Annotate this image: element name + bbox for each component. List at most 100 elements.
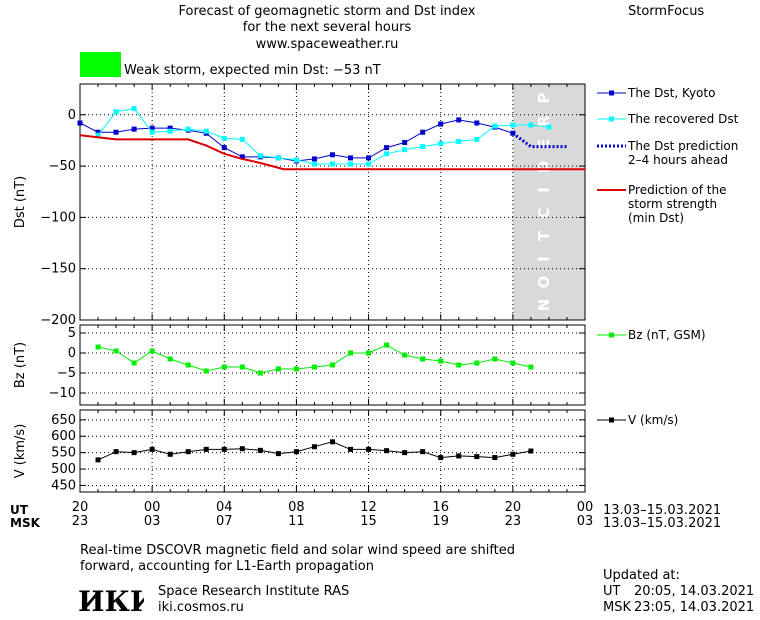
data-point <box>366 350 372 356</box>
y-tick-label: 5 <box>68 326 76 341</box>
y-tick-label: −5 <box>57 366 76 381</box>
y-tick-label: 600 <box>51 429 76 444</box>
legend-label: Prediction of the <box>628 183 727 197</box>
data-point <box>167 356 173 362</box>
data-point <box>402 450 408 456</box>
y-axis-label-dst: Dst (nT) <box>13 176 28 228</box>
data-point <box>474 136 480 142</box>
data-point <box>185 449 191 455</box>
data-point <box>167 451 173 457</box>
data-point <box>456 453 462 459</box>
prediction-band-letter: R <box>535 115 553 127</box>
footer-note-line1: Real-time DSCOVR magnetic field and sola… <box>80 543 516 558</box>
y-tick-label: 550 <box>51 446 76 461</box>
data-point <box>149 125 155 131</box>
date-range-ut: 13.03–15.03.2021 <box>603 503 722 518</box>
prediction-band-letter: I <box>535 187 553 193</box>
data-point <box>311 364 317 370</box>
data-point <box>293 157 299 163</box>
y-tick-label: 0 <box>68 346 76 361</box>
y-tick-label: −10 <box>49 386 76 401</box>
footer-note-line2: forward, accounting for L1-Earth propaga… <box>80 559 374 574</box>
legend-marker <box>609 332 614 338</box>
data-point <box>113 449 119 455</box>
data-point <box>546 124 552 130</box>
msk-tick-label: 23 <box>71 514 89 529</box>
msk-tick-label: 23 <box>504 514 522 529</box>
data-point <box>492 123 498 129</box>
source-url: www.spaceweather.ru <box>255 37 399 52</box>
legend-marker <box>609 90 614 96</box>
data-point <box>402 139 408 145</box>
chart-title-line1: Forecast of geomagnetic storm and Dst in… <box>178 4 476 19</box>
data-point <box>293 449 299 455</box>
data-point <box>420 144 426 150</box>
y-tick-label: 500 <box>51 462 76 477</box>
data-point <box>330 161 335 167</box>
data-point <box>203 128 209 134</box>
prediction-band-rect <box>512 84 585 320</box>
prediction-band: PR E D I C T I ON <box>512 84 585 320</box>
y-axis-label-bz: Bz (nT) <box>13 342 28 388</box>
updated-ut-value: 20:05, 14.03.2021 <box>634 584 755 599</box>
data-point <box>456 117 462 123</box>
data-point <box>474 454 480 460</box>
data-point <box>167 128 173 134</box>
y-tick-label: −200 <box>40 313 76 328</box>
data-point <box>95 344 101 350</box>
data-point <box>384 145 390 151</box>
series-line-dst-2 <box>512 132 567 149</box>
data-point <box>366 155 372 161</box>
legend-label: The Dst, Kyoto <box>627 86 715 100</box>
data-point <box>510 451 516 457</box>
ut-tick-label: 20 <box>504 500 522 515</box>
data-point <box>221 446 227 452</box>
institute-site[interactable]: iki.cosmos.ru <box>158 600 244 615</box>
legend-marker <box>609 116 614 122</box>
data-point <box>257 447 263 453</box>
data-point <box>77 120 83 126</box>
iki-logo: ИКИ <box>78 585 156 618</box>
ut-tick-label: 20 <box>71 500 89 515</box>
data-point <box>203 368 209 374</box>
data-point <box>402 352 408 358</box>
updated-msk-label: MSK <box>603 600 631 615</box>
updated-ut-label: UT <box>603 584 621 599</box>
data-point <box>131 126 137 132</box>
data-point <box>330 362 335 368</box>
data-point <box>492 356 498 362</box>
data-point <box>348 446 354 452</box>
prediction-band-letter: D <box>535 161 553 173</box>
logo-text: ИКИ <box>78 587 144 615</box>
msk-tick-label: 19 <box>432 514 449 529</box>
data-point <box>384 151 390 157</box>
legend-marker <box>609 417 614 423</box>
data-point <box>113 348 119 354</box>
data-point <box>420 129 426 135</box>
data-point <box>510 122 516 128</box>
series-line-dst-3 <box>79 134 585 171</box>
msk-tick-label: 07 <box>216 514 233 529</box>
msk-tick-label: 03 <box>576 514 594 529</box>
data-point <box>528 448 534 454</box>
data-point <box>185 126 191 132</box>
data-point <box>366 446 372 452</box>
y-tick-label: −50 <box>49 159 76 174</box>
chart-title-line2: for the next several hours <box>242 20 412 35</box>
data-point <box>330 152 335 158</box>
prediction-band-letter: C <box>535 207 553 218</box>
data-point <box>239 136 245 142</box>
legend-label: (min Dst) <box>628 211 684 225</box>
data-point <box>149 348 155 354</box>
data-point <box>95 132 101 138</box>
data-point <box>257 153 263 159</box>
data-point <box>257 370 263 376</box>
data-point <box>149 129 155 135</box>
y-tick-label: −100 <box>40 210 76 225</box>
data-point <box>131 450 137 456</box>
msk-row-label: MSK <box>10 516 40 530</box>
data-point <box>438 121 444 127</box>
prediction-band-letter: I <box>535 256 553 262</box>
institute-name: Space Research Institute RAS <box>158 584 350 599</box>
